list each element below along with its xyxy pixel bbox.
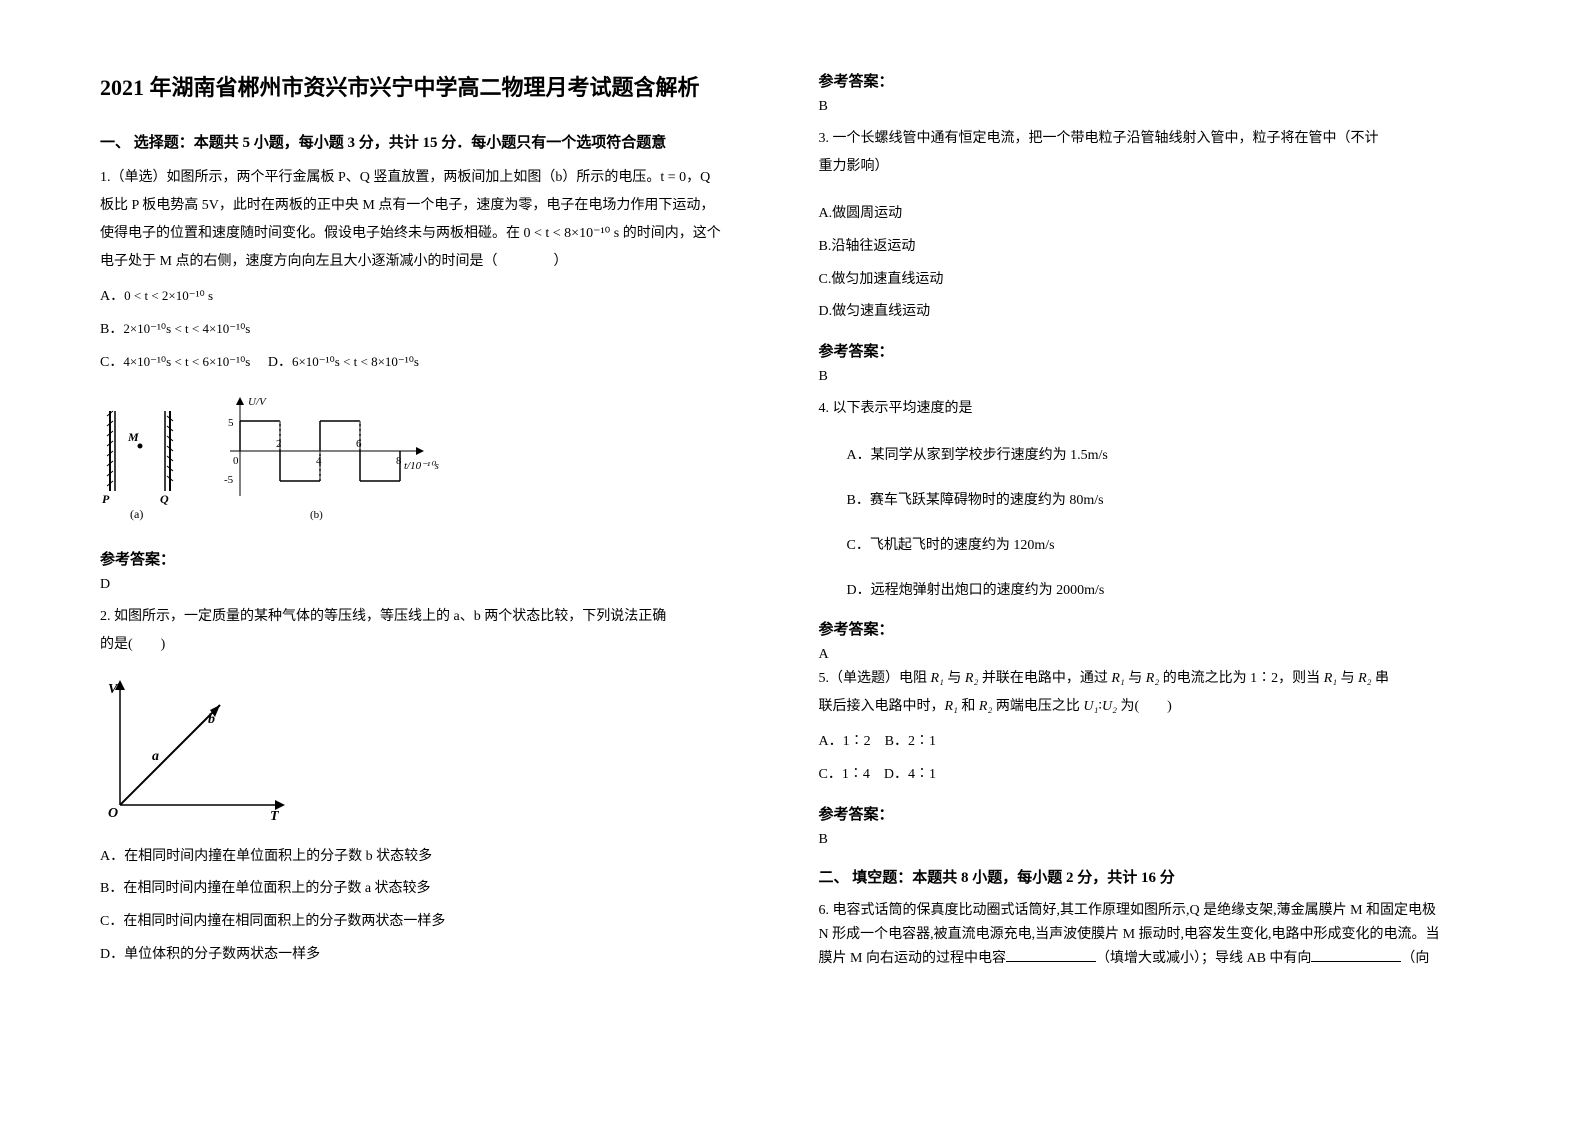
q2-figure: V T O a b bbox=[100, 675, 779, 830]
right-column: 参考答案： B 3. 一个长螺线管中通有恒定电流，把一个带电粒子沿管轴线射入管中… bbox=[819, 70, 1498, 1092]
q1-line1: 1.（单选）如图所示，两个平行金属板 P、Q 竖直放置，两板间加上如图（b）所示… bbox=[100, 164, 779, 192]
q3-answer-label: 参考答案： bbox=[819, 340, 1498, 361]
question-6: 6. 电容式话筒的保真度比动圈式话筒好,其工作原理如图所示,Q 是绝缘支架,薄金… bbox=[819, 899, 1498, 970]
q3-option-d: D.做匀速直线运动 bbox=[819, 297, 1498, 328]
q2-svg: V T O a b bbox=[100, 675, 300, 825]
q5-answer: B bbox=[819, 832, 1498, 848]
svg-text:8: 8 bbox=[396, 455, 402, 467]
question-2: 2. 如图所示，一定质量的某种气体的等压线，等压线上的 a、b 两个状态比较，下… bbox=[100, 603, 779, 659]
svg-text:Q: Q bbox=[160, 492, 169, 506]
q5-line1: 5.（单选题）电阻 R₁ 与 R₂ 并联在电路中，通过 R₁ 与 R₂ 的电流之… bbox=[819, 665, 1498, 693]
q1-option-b: B．2×10⁻¹⁰s < t < 4×10⁻¹⁰s bbox=[100, 315, 779, 346]
q2-option-c: C．在相同时间内撞在相同面积上的分子数两状态一样多 bbox=[100, 907, 779, 938]
q2-answer-label: 参考答案： bbox=[819, 70, 1498, 91]
q5-options-ab: A．1∶2 B．2∶1 bbox=[819, 727, 1498, 758]
q1-line3: 使得电子的位置和速度随时间变化。假设电子始终未与两板相碰。在 0 < t < 8… bbox=[100, 220, 779, 248]
q4-option-a: A．某同学从家到学校步行速度约为 1.5m/s bbox=[847, 441, 1498, 472]
svg-text:5: 5 bbox=[228, 417, 234, 429]
q1-option-cd: C．4×10⁻¹⁰s < t < 6×10⁻¹⁰s D．6×10⁻¹⁰s < t… bbox=[100, 348, 779, 379]
q4-option-d: D．远程炮弹射出炮口的速度约为 2000m/s bbox=[847, 576, 1498, 607]
svg-text:P: P bbox=[102, 492, 110, 506]
q2-option-d: D．单位体积的分子数两状态一样多 bbox=[100, 940, 779, 971]
q1-svg: M P Q (a) U/V t/10⁻¹⁰s 5 -5 0 bbox=[100, 391, 440, 521]
q1-option-a: A．0 < t < 2×10⁻¹⁰ s bbox=[100, 282, 779, 313]
section-2-header: 二、 填空题：本题共 8 小题，每小题 2 分，共计 16 分 bbox=[819, 866, 1498, 887]
q2-line1: 2. 如图所示，一定质量的某种气体的等压线，等压线上的 a、b 两个状态比较，下… bbox=[100, 603, 779, 631]
q4-answer-label: 参考答案： bbox=[819, 618, 1498, 639]
q1-line2: 板比 P 板电势高 5V，此时在两板的正中央 M 点有一个电子，速度为零，电子在… bbox=[100, 192, 779, 220]
svg-text:(a): (a) bbox=[130, 507, 143, 521]
q5-line2: 联后接入电路中时，R₁ 和 R₂ 两端电压之比 U₁∶U₂ 为( ) bbox=[819, 693, 1498, 721]
svg-text:2: 2 bbox=[276, 438, 282, 450]
svg-text:T: T bbox=[270, 809, 280, 824]
q5-options-cd: C．1∶4 D．4∶1 bbox=[819, 760, 1498, 791]
q1-answer: D bbox=[100, 577, 779, 593]
question-4: 4. 以下表示平均速度的是 bbox=[819, 395, 1498, 423]
q4-option married-b: B．赛车飞跃某障碍物时的速度约为 80m/s bbox=[847, 486, 1498, 517]
svg-text:t/10⁻¹⁰s: t/10⁻¹⁰s bbox=[404, 460, 439, 472]
svg-text:M: M bbox=[127, 430, 139, 444]
svg-text:0: 0 bbox=[233, 455, 239, 467]
section-1-header: 一、 选择题：本题共 5 小题，每小题 3 分，共计 15 分．每小题只有一个选… bbox=[100, 131, 779, 152]
q3-line2: 重力影响） bbox=[819, 153, 1498, 181]
question-5: 5.（单选题）电阻 R₁ 与 R₂ 并联在电路中，通过 R₁ 与 R₂ 的电流之… bbox=[819, 665, 1498, 721]
q1-figure: M P Q (a) U/V t/10⁻¹⁰s 5 -5 0 bbox=[100, 391, 779, 526]
q4-answer: A bbox=[819, 647, 1498, 663]
q3-option-c: C.做匀加速直线运动 bbox=[819, 265, 1498, 296]
q6-line3: 膜片 M 向右运动的过程中电容（填增大或减小）；导线 AB 中有向（向 bbox=[819, 947, 1498, 971]
q5-answer-label: 参考答案： bbox=[819, 803, 1498, 824]
left-column: 2021 年湖南省郴州市资兴市兴宁中学高二物理月考试题含解析 一、 选择题：本题… bbox=[100, 70, 779, 1092]
svg-text:(b): (b) bbox=[310, 509, 323, 521]
q2-option-a: A．在相同时间内撞在单位面积上的分子数 b 状态较多 bbox=[100, 842, 779, 873]
q2-line2: 的是( ) bbox=[100, 631, 779, 659]
svg-text:b: b bbox=[208, 712, 215, 727]
q4-stem: 4. 以下表示平均速度的是 bbox=[819, 395, 1498, 423]
question-1: 1.（单选）如图所示，两个平行金属板 P、Q 竖直放置，两板间加上如图（b）所示… bbox=[100, 164, 779, 276]
q3-line1: 3. 一个长螺线管中通有恒定电流，把一个带电粒子沿管轴线射入管中，粒子将在管中（… bbox=[819, 125, 1498, 153]
svg-text:4: 4 bbox=[316, 455, 322, 467]
q6-line2: N 形成一个电容器,被直流电源充电,当声波使膜片 M 振动时,电容发生变化,电路… bbox=[819, 923, 1498, 947]
q1-range: 0 < t < 8×10⁻¹⁰ bbox=[524, 226, 611, 241]
document-title: 2021 年湖南省郴州市资兴市兴宁中学高二物理月考试题含解析 bbox=[100, 70, 779, 105]
q3-answer: B bbox=[819, 369, 1498, 385]
svg-text:6: 6 bbox=[356, 438, 362, 450]
q6-line1: 6. 电容式话筒的保真度比动圈式话筒好,其工作原理如图所示,Q 是绝缘支架,薄金… bbox=[819, 899, 1498, 923]
svg-text:O: O bbox=[108, 806, 118, 821]
q1-line4: 电子处于 M 点的右侧，速度方向向左且大小逐渐减小的时间是（ ） bbox=[100, 248, 779, 276]
q2-answer: B bbox=[819, 99, 1498, 115]
q2-option-b: B．在相同时间内撞在单位面积上的分子数 a 状态较多 bbox=[100, 874, 779, 905]
svg-text:U/V: U/V bbox=[248, 396, 267, 408]
q3-option-a: A.做圆周运动 bbox=[819, 199, 1498, 230]
q1-answer-label: 参考答案： bbox=[100, 548, 779, 569]
question-3: 3. 一个长螺线管中通有恒定电流，把一个带电粒子沿管轴线射入管中，粒子将在管中（… bbox=[819, 125, 1498, 181]
q3-option-b: B.沿轴往返运动 bbox=[819, 232, 1498, 263]
svg-text:-5: -5 bbox=[224, 474, 234, 486]
blank-2 bbox=[1311, 948, 1401, 962]
svg-text:a: a bbox=[152, 749, 159, 764]
blank-1 bbox=[1006, 948, 1096, 962]
q4-option-c: C．飞机起飞时的速度约为 120m/s bbox=[847, 531, 1498, 562]
